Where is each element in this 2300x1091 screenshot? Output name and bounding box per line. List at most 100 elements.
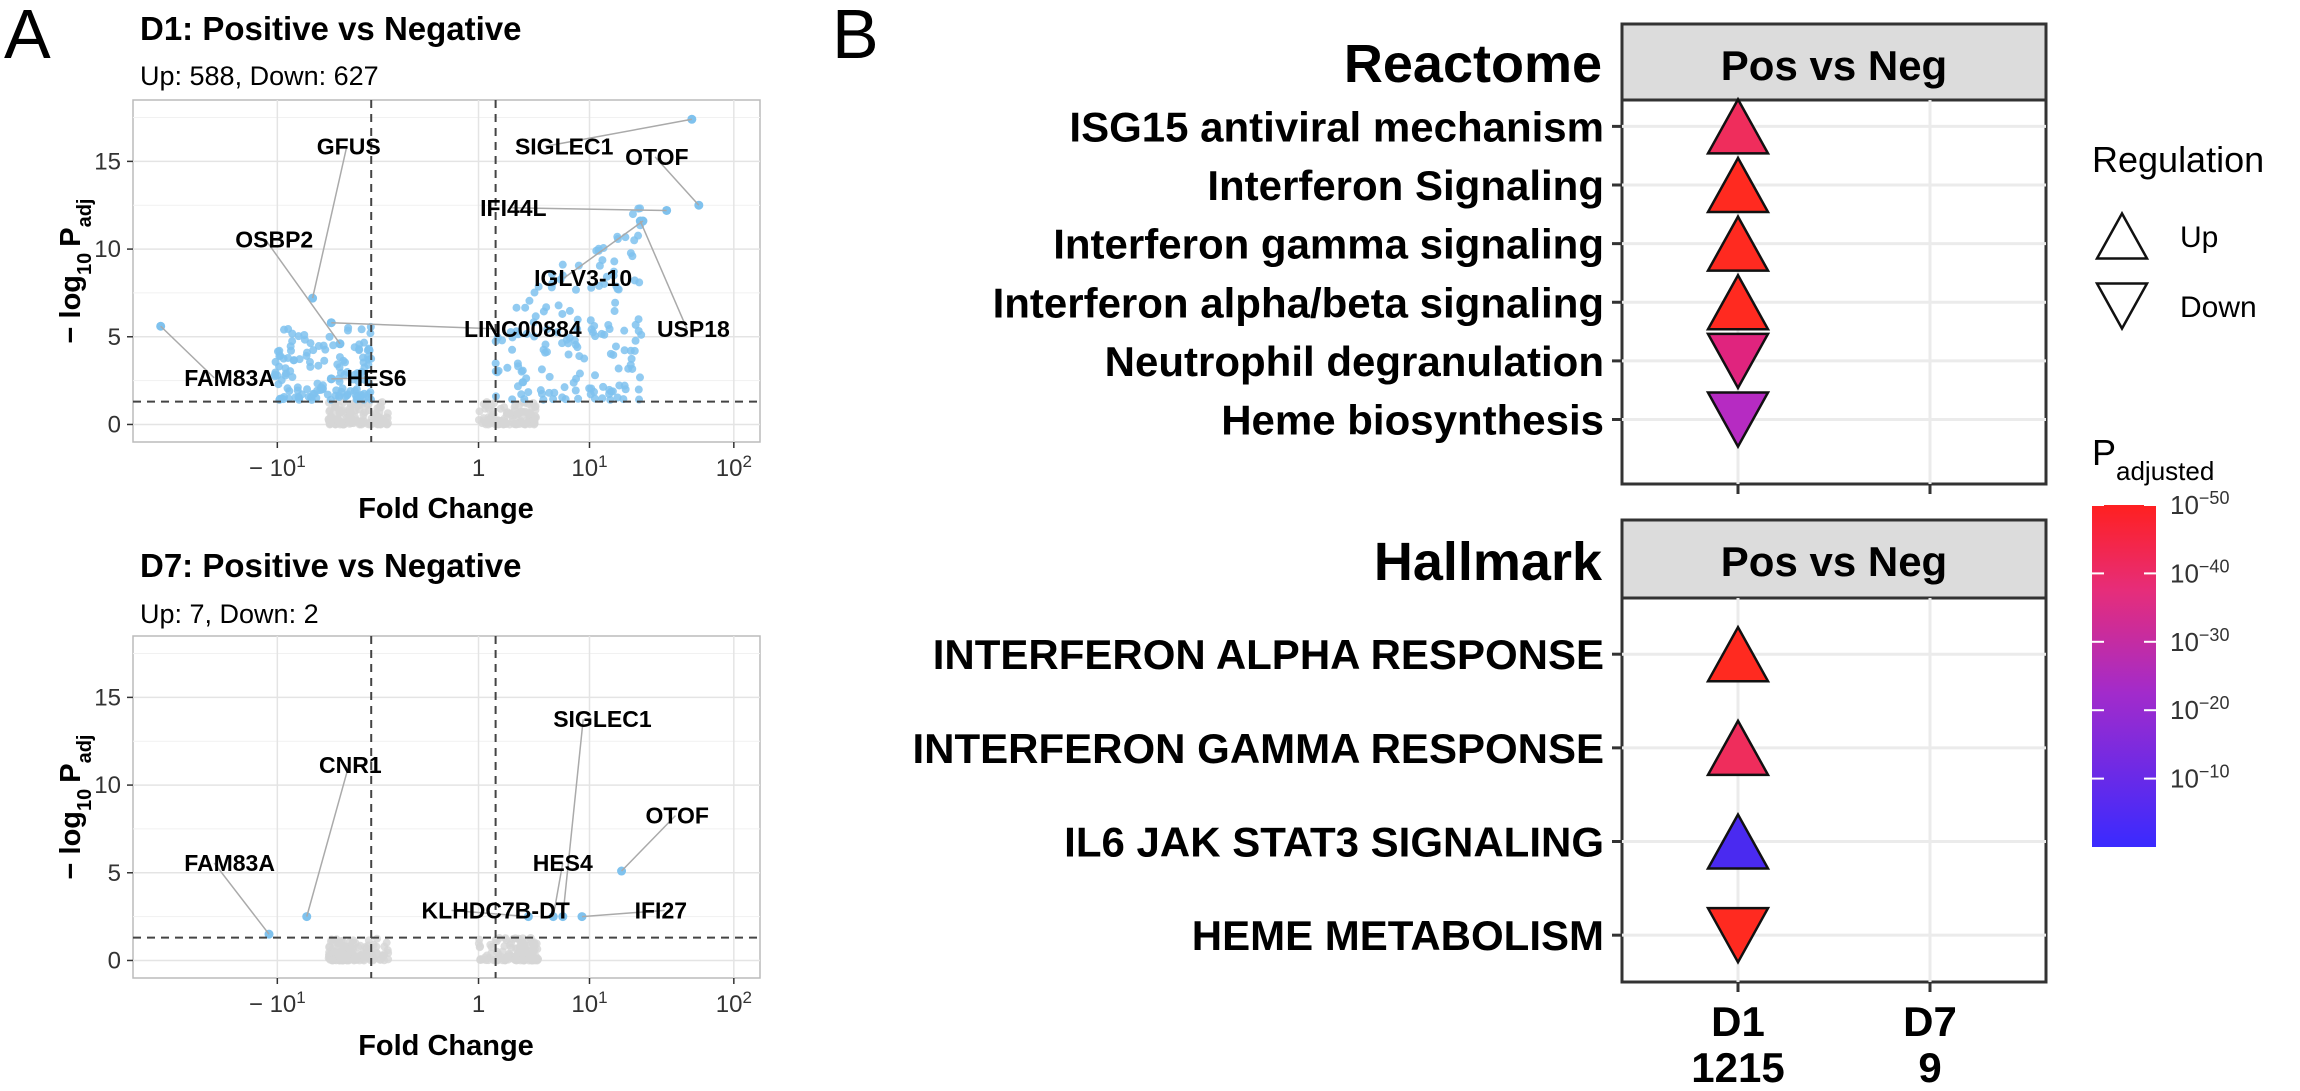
database-title: Reactome xyxy=(1344,34,1602,94)
plot-frame xyxy=(132,635,761,979)
significant-point xyxy=(543,325,552,334)
colorbar-tick-label: 10−10 xyxy=(2170,762,2229,794)
significant-point xyxy=(303,348,312,357)
nonsignificant-point xyxy=(364,941,373,950)
significant-point xyxy=(573,343,582,352)
significant-point xyxy=(558,260,567,269)
significant-point xyxy=(294,392,303,401)
label-leader-line xyxy=(654,156,700,206)
y-tick-label: 10 xyxy=(94,236,121,263)
nonsignificant-point xyxy=(529,942,538,951)
database-title: Hallmark xyxy=(1374,532,1603,592)
pathway-label: Interferon alpha/beta signaling xyxy=(993,279,1604,326)
pathway-label: Heme biosynthesis xyxy=(1221,397,1604,444)
nonsignificant-point xyxy=(493,420,502,429)
enrichment-marker xyxy=(1705,624,1771,683)
nonsignificant-point xyxy=(327,956,336,965)
y-tick-labels: 0 5 10 15 xyxy=(94,684,133,974)
nonsignificant-point xyxy=(501,934,510,943)
significant-point xyxy=(565,306,574,315)
significant-point xyxy=(604,320,613,329)
significant-point xyxy=(628,210,637,219)
gene-label: OTOF xyxy=(625,144,688,170)
enrichment-marker xyxy=(1705,214,1771,272)
label-leader-line xyxy=(451,909,529,918)
significant-point xyxy=(357,325,366,334)
facet-grid xyxy=(1612,598,2046,992)
gene-label: CNR1 xyxy=(319,752,382,778)
gene-label: IFI27 xyxy=(635,897,687,923)
tick-base: 10 xyxy=(2170,627,2199,657)
significant-point xyxy=(620,381,629,390)
tick-exponent: 2 xyxy=(742,988,751,1007)
tick-base: 10 xyxy=(2170,558,2199,588)
legend-title: Padjusted xyxy=(2092,432,2214,486)
y-tick-label: 0 xyxy=(108,411,121,438)
significant-point xyxy=(303,385,312,394)
x-category-count: 1215 xyxy=(1691,1044,1784,1091)
y-axis-title: − log10Padj xyxy=(55,735,96,880)
significant-point xyxy=(283,353,292,362)
y-tick-label: 15 xyxy=(94,684,121,711)
significant-point xyxy=(335,377,344,386)
colorbar-tick-label: 10−50 xyxy=(2170,488,2229,520)
nonsignificant-point xyxy=(501,418,510,427)
legend-title: Regulation xyxy=(2092,139,2264,180)
tick-base: 1 xyxy=(472,455,485,482)
x-category-count: 9 xyxy=(1918,1044,1941,1091)
significant-point xyxy=(350,370,359,379)
significant-point xyxy=(518,378,527,387)
enrichment-marker xyxy=(1705,272,1771,331)
x-category-label: D7 xyxy=(1903,998,1957,1045)
significant-point xyxy=(548,269,557,278)
facet-strip xyxy=(1620,22,2048,102)
significant-point xyxy=(630,236,639,245)
significant-point xyxy=(366,329,375,338)
significant-point xyxy=(539,307,548,316)
significant-point xyxy=(590,394,599,403)
nonsignificant-point xyxy=(531,402,540,411)
nonsignificant-point xyxy=(326,413,335,422)
label-leader-line xyxy=(160,325,215,379)
enrichment-marker xyxy=(1705,718,1771,777)
tick-base: 10 xyxy=(2170,695,2199,725)
significant-point xyxy=(290,356,299,365)
nonsignificant-point xyxy=(382,938,391,947)
nonsignificant-point xyxy=(365,419,374,428)
panel-b-letter: B xyxy=(832,0,879,73)
gene-label: KLHDC7B-DT xyxy=(422,897,570,923)
significant-point xyxy=(610,307,619,316)
significant-point xyxy=(634,204,643,213)
significant-point xyxy=(569,378,578,387)
label-leader-line xyxy=(331,321,495,330)
significant-point xyxy=(534,282,543,291)
significant-point xyxy=(286,367,295,376)
significant-point xyxy=(587,283,596,292)
gene-label: OSBP2 xyxy=(235,226,313,252)
significant-point xyxy=(343,368,352,377)
nonsignificant-point xyxy=(373,934,382,943)
significant-point xyxy=(611,298,620,307)
enrichment-marker xyxy=(1705,391,1771,450)
y-tick-label: 0 xyxy=(108,947,121,974)
significant-point xyxy=(344,323,353,332)
pathway-label: Interferon Signaling xyxy=(1207,162,1604,209)
significant-point xyxy=(610,257,619,266)
nonsignificant-point xyxy=(476,955,485,964)
significant-point xyxy=(352,393,361,402)
significant-point xyxy=(524,388,533,397)
panel-a-letter: A xyxy=(4,0,51,73)
significant-point xyxy=(554,301,563,310)
enrichment-marker xyxy=(1705,906,1771,965)
x-category-label: D1 xyxy=(1711,998,1765,1045)
y-tick-label: 5 xyxy=(108,860,121,887)
significant-point xyxy=(571,386,580,395)
significant-point xyxy=(508,345,517,354)
significant-point xyxy=(333,360,342,369)
significant-point xyxy=(599,382,608,391)
significant-point xyxy=(586,316,595,325)
label-leader-line xyxy=(639,220,688,330)
legend-item-label: Down xyxy=(2180,291,2257,324)
nonsignificant-point xyxy=(500,955,509,964)
